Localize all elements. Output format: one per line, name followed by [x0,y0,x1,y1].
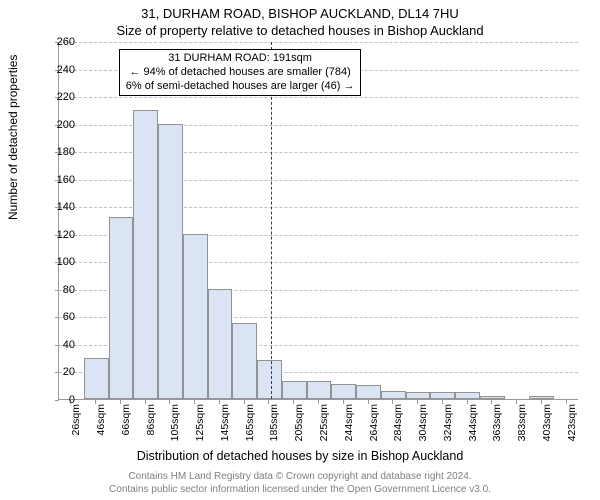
ytick-label: 220 [47,92,75,103]
histogram-bar [381,391,406,399]
xtick-label: 225sqm [318,404,330,444]
page-title-line1: 31, DURHAM ROAD, BISHOP AUCKLAND, DL14 7… [0,6,600,21]
histogram-bar [232,323,257,399]
xtick-label: 284sqm [392,404,404,444]
xtick-label: 125sqm [194,404,206,444]
histogram-bar [331,384,356,399]
chart-container: 31, DURHAM ROAD, BISHOP AUCKLAND, DL14 7… [0,0,600,500]
footer-line2: Contains public sector information licen… [0,484,600,495]
histogram-bar [158,124,183,399]
histogram-bar [84,358,109,399]
xtick-label: 403sqm [541,404,553,444]
ytick-label: 180 [47,147,75,158]
histogram-bar [183,234,208,399]
ytick-label: 120 [47,230,75,241]
x-axis-label: Distribution of detached houses by size … [0,449,600,463]
ytick-label: 80 [47,285,75,296]
xtick-label: 304sqm [417,404,429,444]
ytick-label: 20 [47,367,75,378]
histogram-bar [480,396,505,399]
xtick-label: 264sqm [368,404,380,444]
ytick-label: 140 [47,202,75,213]
ytick-label: 160 [47,175,75,186]
xtick-label: 423sqm [566,404,578,444]
histogram-bar [257,360,282,399]
histogram-bar [455,392,480,399]
ytick-label: 40 [47,340,75,351]
annotation-line3: 6% of semi-detached houses are larger (4… [126,80,355,94]
histogram-bar [356,385,381,399]
xtick-label: 46sqm [95,404,107,444]
ytick-label: 240 [47,65,75,76]
xtick-label: 165sqm [244,404,256,444]
xtick-label: 26sqm [70,404,82,444]
xtick-label: 344sqm [467,404,479,444]
xtick-label: 324sqm [442,404,454,444]
xtick-label: 205sqm [293,404,305,444]
histogram-bar [430,392,455,399]
xtick-label: 244sqm [343,404,355,444]
xtick-label: 145sqm [219,404,231,444]
xtick-label: 105sqm [169,404,181,444]
xtick-label: 86sqm [145,404,157,444]
xtick-label: 383sqm [516,404,528,444]
xtick-label: 363sqm [491,404,503,444]
ytick-label: 60 [47,312,75,323]
annotation-line1: 31 DURHAM ROAD: 191sqm [126,52,355,66]
histogram-bar [133,110,158,399]
ytick-label: 100 [47,257,75,268]
histogram-bar [406,392,431,399]
xtick-label: 185sqm [268,404,280,444]
footer-line1: Contains HM Land Registry data © Crown c… [0,471,600,482]
xtick-label: 66sqm [120,404,132,444]
annotation-box: 31 DURHAM ROAD: 191sqm← 94% of detached … [119,49,362,96]
histogram-bar [307,381,332,399]
gridline [59,97,578,98]
histogram-bar [208,289,233,399]
y-axis-label: Number of detached properties [6,55,20,220]
histogram-bar [282,381,307,399]
gridline [59,42,578,43]
histogram-bar [109,217,134,399]
annotation-line2: ← 94% of detached houses are smaller (78… [126,66,355,80]
ytick-label: 200 [47,120,75,131]
plot-area: 31 DURHAM ROAD: 191sqm← 94% of detached … [58,42,578,400]
page-title-line2: Size of property relative to detached ho… [0,23,600,38]
ytick-label: 260 [47,37,75,48]
histogram-bar [529,396,554,399]
